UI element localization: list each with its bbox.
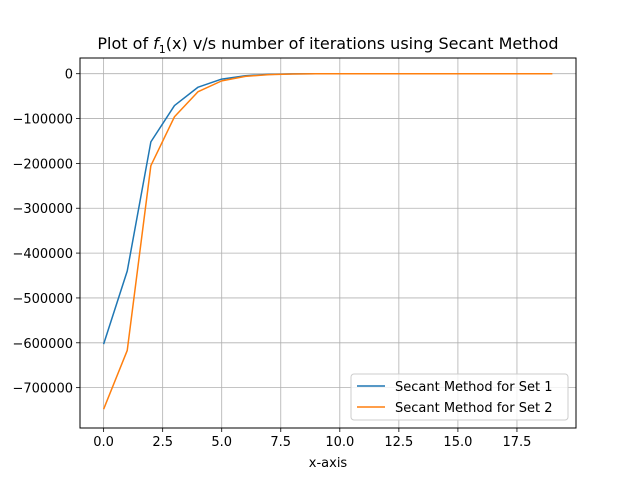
legend-label-set-2: Secant Method for Set 2 — [395, 401, 552, 416]
y-tick-label: −500000 — [12, 292, 73, 307]
y-tick-label: −100000 — [12, 113, 73, 128]
x-tick-label: 15.0 — [443, 435, 472, 450]
ticks: 0.0 2.5 5.0 7.5 10.0 12.5 15.0 17.5 0 −100000 −200… — [12, 68, 531, 450]
y-tick-label: −400000 — [12, 247, 73, 262]
y-tick-label: −700000 — [12, 382, 73, 397]
y-tick-label: 0 — [65, 68, 73, 83]
y-tick-label: −300000 — [12, 202, 73, 217]
y-tick-label: −200000 — [12, 157, 73, 172]
x-tick-label: 7.5 — [270, 435, 291, 450]
x-tick-label: 17.5 — [502, 435, 531, 450]
chart-title: Plot of f1(x) v/s number of iterations u… — [97, 34, 558, 56]
series-line-set-2 — [102, 72, 553, 410]
x-tick-label: 5.0 — [211, 435, 232, 450]
series-lines — [102, 72, 553, 410]
legend-label-set-1: Secant Method for Set 1 — [395, 380, 552, 395]
grid — [80, 58, 576, 428]
x-tick-label: 0.0 — [93, 435, 114, 450]
x-tick-label: 12.5 — [384, 435, 413, 450]
legend-box — [350, 373, 569, 421]
x-tick-label: 10.0 — [325, 435, 354, 450]
legend: Secant Method for Set 1 Secant Method fo… — [350, 373, 569, 421]
x-tick-label: 2.5 — [152, 435, 173, 450]
plot-frame — [79, 57, 577, 429]
y-tick-label: −600000 — [12, 337, 73, 352]
x-axis-label: x-axis — [309, 456, 348, 471]
